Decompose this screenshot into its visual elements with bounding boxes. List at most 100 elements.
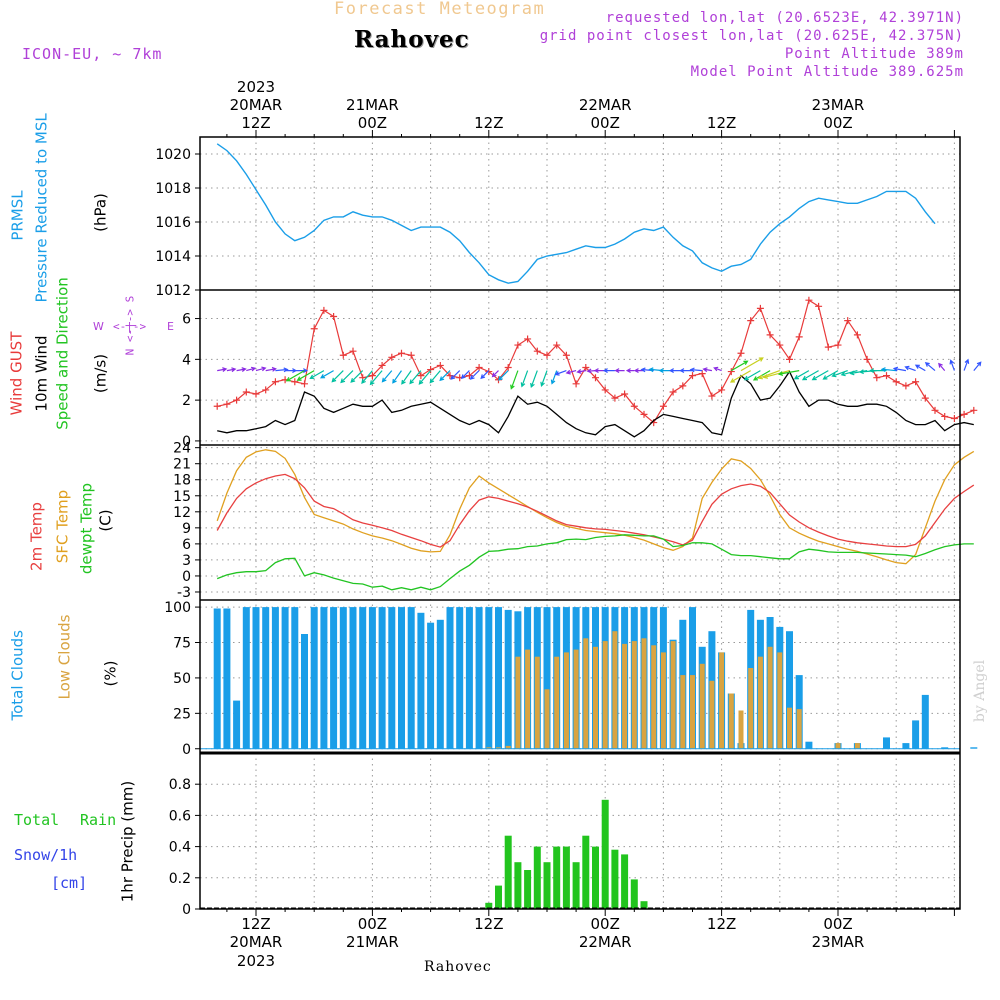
- time-label-top: 12Z: [707, 114, 736, 132]
- wind-direction-arrow: [265, 366, 277, 372]
- wind-direction-arrow: [752, 370, 771, 381]
- wind-direction-arrow: [949, 359, 955, 371]
- gust-marker: [873, 374, 881, 382]
- snow-label: Snow/1h: [14, 846, 78, 864]
- gust-marker: [718, 386, 726, 394]
- gust-marker: [378, 361, 386, 369]
- rain-bar: [592, 846, 599, 909]
- total-cloud-bar: [233, 700, 241, 749]
- wind-direction-arrow: [914, 364, 926, 372]
- wind-direction-arrow: [450, 370, 461, 380]
- gust-marker: [233, 396, 241, 404]
- low-cloud-bar: [631, 641, 637, 749]
- panel-2: 0 2 4 6: [182, 312, 960, 450]
- total-cloud-bar: [465, 607, 473, 749]
- gust-marker: [533, 347, 541, 355]
- gust-marker: [912, 378, 920, 386]
- gust-marker: [815, 302, 823, 310]
- date-label-bottom: 20MAR: [230, 933, 283, 951]
- date-label-bottom: 23MAR: [812, 933, 865, 951]
- low-cloud-bar: [505, 745, 511, 749]
- low-cloud-bar: [796, 709, 802, 749]
- forecast-meteogram-title: Forecast Meteogram: [334, 0, 546, 19]
- time-label-bottom: 12Z: [474, 915, 503, 933]
- wind-direction-arrow: [320, 370, 334, 379]
- total-cloud-bar: [339, 607, 347, 749]
- gust-marker: [863, 355, 871, 363]
- gust-marker: [931, 406, 939, 414]
- low-cloud-bar: [767, 646, 773, 749]
- gust-marker: [349, 347, 357, 355]
- low-cloud-bar: [854, 743, 860, 749]
- gust-marker: [291, 378, 299, 386]
- low-cloud-bar: [573, 649, 579, 749]
- low-cloud-bar: [835, 743, 841, 749]
- gust-marker: [213, 402, 221, 410]
- footer-location: Rahovec: [424, 959, 492, 975]
- total-cloud-bar: [359, 607, 367, 749]
- wind-line: [217, 370, 974, 438]
- gust-marker: [339, 351, 347, 359]
- total-cloud-bar: [252, 607, 260, 749]
- wind-direction-arrow: [602, 368, 615, 374]
- low-cloud-bar: [583, 638, 589, 749]
- gust-marker: [902, 382, 910, 390]
- gust-marker: [970, 406, 978, 414]
- gust-marker: [310, 325, 318, 333]
- wind-direction-arrow: [576, 369, 586, 374]
- wind-direction-arrow: [777, 370, 800, 376]
- gust-marker: [271, 378, 279, 386]
- time-label-top: 00Z: [358, 114, 387, 132]
- date-label-top: 22MAR: [579, 96, 632, 114]
- total-cloud-bar: [213, 608, 221, 749]
- y-tick-label: 6: [182, 312, 191, 328]
- gust-marker: [689, 372, 696, 380]
- wind-direction-arrow: [554, 370, 567, 376]
- gust-marker: [524, 335, 532, 343]
- gust-marker: [301, 380, 308, 388]
- low-cloud-bar: [593, 646, 598, 749]
- gust-marker: [562, 351, 570, 359]
- total-cloud-bar: [485, 607, 493, 749]
- gust-marker: [252, 390, 260, 398]
- time-label-bottom: 12Z: [241, 915, 270, 933]
- wind-direction-arrow: [350, 370, 364, 383]
- y-tick-label: 0.8: [169, 777, 191, 793]
- gust-marker: [368, 372, 376, 380]
- wind-direction-arrow: [510, 370, 519, 390]
- gust-marker: [621, 390, 629, 398]
- rain-bar: [553, 846, 561, 909]
- low-cloud-bar: [699, 663, 705, 749]
- wind-direction-arrow: [294, 368, 309, 374]
- low-cloud-bar: [496, 747, 501, 749]
- gust-marker: [427, 366, 435, 374]
- wind-direction-arrow: [309, 370, 325, 380]
- y-tick-label: 25: [173, 706, 191, 722]
- wind-direction-arrow: [730, 360, 749, 372]
- rain-bar: [611, 849, 619, 909]
- wind-direction-arrow: [480, 370, 490, 380]
- wind-direction-arrow: [625, 368, 635, 374]
- wind-direction-arrow: [236, 367, 247, 372]
- gust-marker: [436, 361, 444, 369]
- low-cloud-bar: [602, 641, 608, 749]
- gust-marker: [776, 341, 784, 349]
- low-cloud-bar: [622, 643, 628, 749]
- wind-direction-arrow: [429, 370, 441, 384]
- rain-bar: [582, 835, 590, 909]
- gust-marker: [320, 306, 328, 314]
- y-tick-label: 21: [173, 457, 191, 473]
- wind-direction-arrow: [924, 361, 936, 372]
- low-cloud-bar: [515, 656, 521, 749]
- wind-direction-arrow: [689, 367, 703, 373]
- y-tick-label: 4: [182, 352, 191, 368]
- wind-direction-arrow: [892, 366, 907, 372]
- date-label-bottom: 21MAR: [346, 933, 399, 951]
- gust-marker: [737, 349, 745, 357]
- wind-direction-arrow: [963, 358, 970, 371]
- y-tick-label: 0.6: [169, 808, 191, 824]
- gust-marker: [407, 351, 415, 359]
- total-cloud-bar: [883, 737, 890, 749]
